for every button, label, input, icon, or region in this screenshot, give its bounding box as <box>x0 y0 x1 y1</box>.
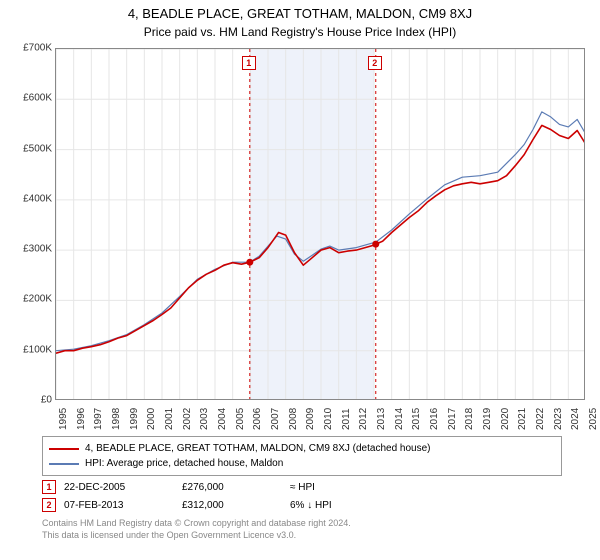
title-line2: Price paid vs. HM Land Registry's House … <box>0 21 600 39</box>
x-tick-label: 1996 <box>76 408 87 430</box>
x-tick-label: 2005 <box>235 408 246 430</box>
x-tick-label: 2023 <box>553 408 564 430</box>
x-tick-label: 2014 <box>394 408 405 430</box>
plot-svg <box>55 48 585 400</box>
x-tick-label: 2018 <box>464 408 475 430</box>
x-tick-label: 2003 <box>199 408 210 430</box>
y-tick-label: £400K <box>0 193 52 204</box>
legend-label: 4, BEADLE PLACE, GREAT TOTHAM, MALDON, C… <box>85 443 431 454</box>
x-tick-label: 1999 <box>129 408 140 430</box>
x-tick-label: 2012 <box>358 408 369 430</box>
transaction-date: 07-FEB-2013 <box>64 500 174 511</box>
footer-attribution: Contains HM Land Registry data © Crown c… <box>42 518 562 541</box>
legend-row: HPI: Average price, detached house, Mald… <box>49 456 555 471</box>
footer-line1: Contains HM Land Registry data © Crown c… <box>42 518 562 530</box>
legend-swatch <box>49 463 79 465</box>
x-tick-label: 2011 <box>341 408 352 430</box>
x-tick-label: 2009 <box>305 408 316 430</box>
x-tick-label: 2002 <box>182 408 193 430</box>
x-tick-label: 2013 <box>376 408 387 430</box>
y-tick-label: £0 <box>0 395 52 406</box>
chart-container: 4, BEADLE PLACE, GREAT TOTHAM, MALDON, C… <box>0 0 600 560</box>
transaction-table: 1 22-DEC-2005 £276,000 ≈ HPI 2 07-FEB-2013 £31… <box>42 478 562 514</box>
transaction-delta: 6% ↓ HPI <box>290 500 450 511</box>
x-tick-label: 2017 <box>447 408 458 430</box>
x-tick-label: 1997 <box>93 408 104 430</box>
transaction-marker: 1 <box>42 480 56 494</box>
x-tick-label: 2025 <box>588 408 599 430</box>
transaction-row: 1 22-DEC-2005 £276,000 ≈ HPI <box>42 478 562 496</box>
x-tick-label: 2016 <box>429 408 440 430</box>
y-tick-label: £500K <box>0 143 52 154</box>
transaction-price: £312,000 <box>182 500 282 511</box>
x-tick-label: 2021 <box>517 408 528 430</box>
x-tick-label: 1998 <box>111 408 122 430</box>
x-tick-label: 2015 <box>411 408 422 430</box>
x-tick-label: 2000 <box>146 408 157 430</box>
legend-row: 4, BEADLE PLACE, GREAT TOTHAM, MALDON, C… <box>49 441 555 456</box>
legend-label: HPI: Average price, detached house, Mald… <box>85 458 283 469</box>
transaction-delta: ≈ HPI <box>290 482 450 493</box>
x-tick-label: 2019 <box>482 408 493 430</box>
y-tick-label: £100K <box>0 344 52 355</box>
chart-marker-1: 1 <box>242 56 256 70</box>
chart-area: 12 <box>55 48 585 400</box>
x-tick-label: 2010 <box>323 408 334 430</box>
legend-box: 4, BEADLE PLACE, GREAT TOTHAM, MALDON, C… <box>42 436 562 476</box>
legend-swatch <box>49 448 79 450</box>
x-tick-label: 2006 <box>252 408 263 430</box>
y-tick-label: £200K <box>0 294 52 305</box>
transaction-price: £276,000 <box>182 482 282 493</box>
x-tick-label: 2004 <box>217 408 228 430</box>
x-tick-label: 2007 <box>270 408 281 430</box>
transaction-row: 2 07-FEB-2013 £312,000 6% ↓ HPI <box>42 496 562 514</box>
y-tick-label: £300K <box>0 244 52 255</box>
x-tick-label: 2008 <box>288 408 299 430</box>
transaction-marker: 2 <box>42 498 56 512</box>
title-line1: 4, BEADLE PLACE, GREAT TOTHAM, MALDON, C… <box>0 0 600 21</box>
transaction-date: 22-DEC-2005 <box>64 482 174 493</box>
x-tick-label: 2001 <box>164 408 175 430</box>
y-tick-label: £700K <box>0 43 52 54</box>
x-tick-label: 2024 <box>570 408 581 430</box>
y-tick-label: £600K <box>0 93 52 104</box>
footer-line2: This data is licensed under the Open Gov… <box>42 530 562 542</box>
x-tick-label: 1995 <box>58 408 69 430</box>
x-tick-label: 2022 <box>535 408 546 430</box>
x-tick-label: 2020 <box>500 408 511 430</box>
chart-marker-2: 2 <box>368 56 382 70</box>
